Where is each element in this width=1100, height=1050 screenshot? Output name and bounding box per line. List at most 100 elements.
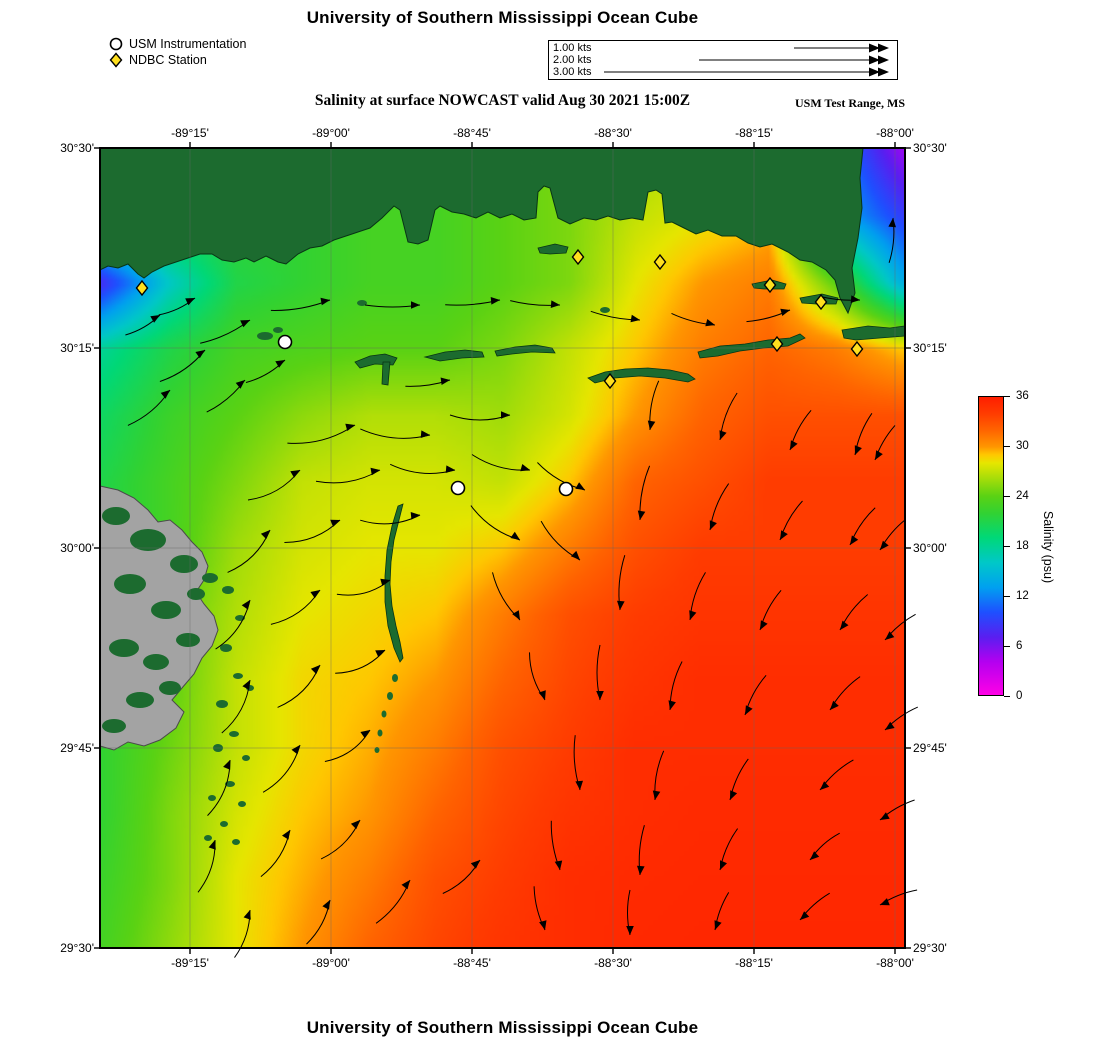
scale-row-label: 3.00 kts [553, 66, 592, 78]
current-vector-head [538, 690, 546, 700]
current-vector-head [470, 860, 480, 869]
current-vector-head [780, 530, 788, 540]
current-vector-head [885, 631, 895, 640]
current-vector-head [705, 319, 715, 327]
region-label: USM Test Range, MS [794, 96, 905, 110]
axis-label-lat-right-0: 30°30' [913, 141, 947, 155]
current-vector-head [260, 530, 270, 540]
barrier-island [537, 243, 569, 255]
current-vector-head [630, 314, 640, 323]
axis-label-lat-left-2: 30°00' [60, 541, 94, 555]
colorbar-tick-label: 30 [1016, 440, 1029, 452]
current-vector-head [195, 350, 205, 359]
current-vector-head [550, 300, 560, 308]
axis-label-lat-right-3: 29°45' [913, 741, 947, 755]
current-vector-head [310, 665, 320, 675]
current-vector-head [875, 450, 883, 460]
colorbar-tick [1004, 496, 1010, 498]
current-vector [360, 514, 421, 525]
marsh-vegetation-patch [176, 633, 200, 647]
usm-instrumentation-marker [558, 481, 574, 497]
usm-instrumentation-marker [277, 334, 293, 350]
ndbc-station-marker [763, 276, 777, 294]
axis-label-lat-right-1: 30°15' [913, 341, 947, 355]
page-title: University of Southern Mississippi Ocean… [306, 8, 699, 27]
current-vector-head [490, 297, 500, 305]
map-area [94, 142, 919, 958]
marsh-vegetation-patch [102, 507, 130, 525]
current-vector-head [575, 482, 585, 490]
current-vector-head [375, 650, 385, 658]
legend-item-usm: USM Instrumentation [108, 36, 246, 52]
current-vector-head [501, 411, 510, 419]
current-vector-head [780, 308, 790, 316]
axis-label-lat-right-2: 30°00' [913, 541, 947, 555]
current-vector-head [626, 926, 634, 935]
current-vector-head [652, 790, 661, 800]
current-vector-head [575, 780, 583, 790]
current-vector-head [880, 540, 889, 550]
colorbar-tick-label: 24 [1016, 490, 1029, 502]
barrier-island [354, 353, 398, 369]
current-vector-head [730, 790, 738, 800]
current-vector-head [350, 820, 360, 830]
current-vector-head [235, 380, 245, 389]
islet [374, 747, 380, 753]
current-vector-head [330, 519, 340, 527]
marsh-vegetation-patch [109, 639, 139, 657]
current-vector-head [410, 512, 420, 520]
axis-label-lat-left-0: 30°30' [60, 141, 94, 155]
axis-label-lon-top-5: -88°00' [876, 126, 914, 140]
current-vector-head [720, 860, 727, 870]
current-vector-head [810, 851, 820, 860]
scale-row-label: 2.00 kts [553, 54, 592, 66]
marsh-speckle [225, 781, 235, 787]
axis-label-lon-bottom-3: -88°30' [594, 956, 632, 970]
current-vector-head [520, 464, 530, 472]
current-vector-head [185, 298, 195, 306]
current-vector-head [440, 377, 450, 385]
current-vector-head [380, 578, 390, 586]
scale-row-label: 1.00 kts [553, 42, 592, 54]
barrier-island [587, 367, 696, 384]
marsh-speckle [238, 801, 246, 807]
current-vector-head [689, 610, 697, 620]
colorbar-tick [1004, 546, 1010, 548]
islet [387, 692, 393, 700]
legend-label: USM Instrumentation [129, 37, 247, 51]
ndbc-station-marker [135, 279, 149, 297]
current-vector-head [290, 470, 300, 478]
axis-label-lon-top-0: -89°15' [171, 126, 209, 140]
marsh-vegetation-patch [102, 719, 126, 733]
marsh-speckle [232, 839, 240, 845]
legend-label: NDBC Station [129, 53, 207, 67]
current-vector-head [150, 315, 160, 323]
marsh-speckle [229, 731, 239, 737]
current-vector-head [420, 430, 430, 438]
marsh-vegetation-patch [151, 601, 181, 619]
islet [273, 327, 283, 333]
axis-label-lon-top-2: -88°45' [453, 126, 491, 140]
colorbar-tick [1004, 596, 1010, 598]
current-vector [315, 469, 381, 484]
scale-arrow [878, 67, 889, 77]
colorbar-tick-label: 6 [1016, 640, 1023, 652]
marsh-speckle [233, 673, 243, 679]
current-vector-head [885, 721, 895, 730]
colorbar-tick-label: 0 [1016, 690, 1023, 702]
marsh-vegetation-patch [143, 654, 169, 670]
current-vector-head [854, 445, 862, 455]
ndbc-station-marker [603, 372, 617, 390]
map-overlay [94, 142, 919, 958]
colorbar-tick-label: 36 [1016, 390, 1029, 402]
marsh-speckle [220, 821, 228, 827]
colorbar-gradient [978, 396, 1004, 696]
current-vector [284, 519, 341, 543]
axis-label-lon-bottom-5: -88°00' [876, 956, 914, 970]
current-vector [389, 463, 456, 474]
ndbc-station-marker [850, 340, 864, 358]
marsh-vegetation-patch [202, 573, 218, 583]
axis-label-lon-bottom-1: -89°00' [312, 956, 350, 970]
colorbar-tick [1004, 396, 1010, 398]
ndbc-station-marker [770, 335, 784, 353]
